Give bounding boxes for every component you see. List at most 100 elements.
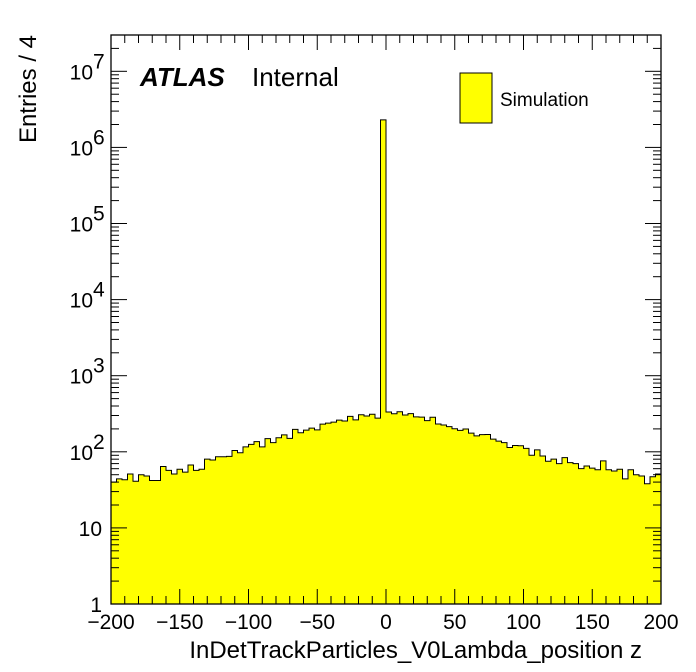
histogram-bar xyxy=(617,469,623,604)
histogram-bar xyxy=(578,468,585,604)
histogram-bar xyxy=(485,434,491,604)
histogram-bar xyxy=(628,469,634,604)
histogram-bar xyxy=(551,459,557,604)
histogram-bar xyxy=(589,468,596,604)
histogram-bar xyxy=(369,414,376,604)
histogram-bar xyxy=(650,476,656,604)
y-tick-label: 10 xyxy=(70,366,93,389)
histogram-bar xyxy=(600,460,607,604)
histogram-bar xyxy=(622,478,629,604)
histogram-bar xyxy=(232,450,238,604)
histogram-bar xyxy=(155,480,161,604)
histogram-bar xyxy=(430,417,436,604)
y-tick-label-exponent: 7 xyxy=(93,50,105,73)
histogram-bar xyxy=(402,415,409,604)
histogram-bar xyxy=(122,479,128,604)
histogram-bar xyxy=(149,480,156,604)
x-tick-label: 0 xyxy=(380,611,392,634)
y-tick-label: 10 xyxy=(70,137,93,160)
histogram-bar xyxy=(133,481,139,604)
histogram-bar xyxy=(276,437,282,604)
histogram-bar xyxy=(111,482,117,604)
histogram-bar xyxy=(529,455,535,604)
histogram-bar xyxy=(171,474,178,604)
histogram-bar xyxy=(463,429,469,604)
histogram-bar xyxy=(380,119,387,605)
y-tick-label: 10 xyxy=(70,290,93,313)
histogram-bar xyxy=(512,445,519,604)
histogram-bar xyxy=(166,470,172,604)
histogram-outline xyxy=(111,119,661,485)
y-tick-label: 10 xyxy=(70,61,93,84)
x-tick-label: −150 xyxy=(156,611,203,634)
y-tick-label-exponent: 3 xyxy=(93,355,105,378)
histogram-bar xyxy=(540,456,546,604)
histogram-bar xyxy=(413,416,420,604)
x-tick-label: 100 xyxy=(506,611,541,634)
histogram-bar xyxy=(320,424,326,604)
histogram-bar xyxy=(446,426,453,604)
histogram-bar xyxy=(474,435,480,604)
histogram-bar xyxy=(419,417,425,604)
histogram-bar xyxy=(160,466,167,604)
histogram-bars xyxy=(111,119,662,605)
x-axis-ticks xyxy=(110,35,662,604)
histogram-bar xyxy=(441,425,447,604)
x-tick-label: 150 xyxy=(575,611,610,634)
histogram-bar xyxy=(182,472,189,604)
histogram-bar xyxy=(259,446,266,604)
histogram-bar xyxy=(452,428,458,604)
y-tick-label: 10 xyxy=(70,214,93,237)
y-tick-label: 10 xyxy=(79,518,102,541)
histogram-bar xyxy=(265,438,271,604)
histogram-bar xyxy=(606,469,612,604)
y-tick-label: 10 xyxy=(70,442,93,465)
x-tick-label: 200 xyxy=(643,611,678,634)
histogram-bar xyxy=(595,469,601,604)
histogram-bar xyxy=(479,434,486,604)
histogram-bar xyxy=(633,474,640,604)
histogram-bar xyxy=(204,459,211,604)
histogram-bar xyxy=(254,441,260,604)
legend-label-simulation: Simulation xyxy=(500,90,589,111)
x-axis-tick-labels: −200 −150 −100 −50 0 50 100 150 200 xyxy=(87,611,678,634)
histogram-bar xyxy=(292,429,299,604)
histogram-bar xyxy=(188,465,194,604)
histogram-bar xyxy=(215,456,222,604)
y-tick-label-exponent: 2 xyxy=(93,431,105,454)
histogram-bar xyxy=(501,442,508,604)
histogram-bar xyxy=(309,428,315,604)
atlas-label: ATLAS xyxy=(139,62,225,92)
histogram-bar xyxy=(237,452,244,604)
y-tick-label-exponent: 4 xyxy=(93,279,105,302)
histogram-bar xyxy=(342,420,348,604)
histogram-bar xyxy=(358,414,365,604)
histogram-bar xyxy=(243,446,249,604)
histogram-bar xyxy=(457,430,464,604)
histogram-bar xyxy=(386,412,392,604)
histogram-bar xyxy=(507,447,513,604)
histogram-bar xyxy=(644,483,651,604)
histogram-bar xyxy=(391,413,398,604)
histogram-bar xyxy=(496,441,502,604)
histogram-bar xyxy=(364,415,370,604)
y-tick-label: 1 xyxy=(90,594,102,617)
histogram-bar xyxy=(435,423,442,604)
histogram-bar xyxy=(375,418,381,604)
histogram-outline-group xyxy=(111,119,661,485)
histogram-bar xyxy=(534,449,541,604)
histogram-bar xyxy=(314,429,321,604)
histogram-bar xyxy=(336,420,343,604)
atlas-internal-label: Internal xyxy=(252,62,339,92)
histogram-bar xyxy=(221,456,227,604)
histogram-bar xyxy=(584,466,590,604)
histogram-bar xyxy=(210,460,216,604)
histogram-bar xyxy=(270,442,277,604)
histogram-bar xyxy=(138,474,145,604)
x-tick-label: −50 xyxy=(299,611,335,634)
histogram-bar xyxy=(248,444,255,604)
histogram-bar xyxy=(116,478,123,604)
histogram-bar xyxy=(408,413,414,604)
histogram-bar xyxy=(611,470,618,604)
